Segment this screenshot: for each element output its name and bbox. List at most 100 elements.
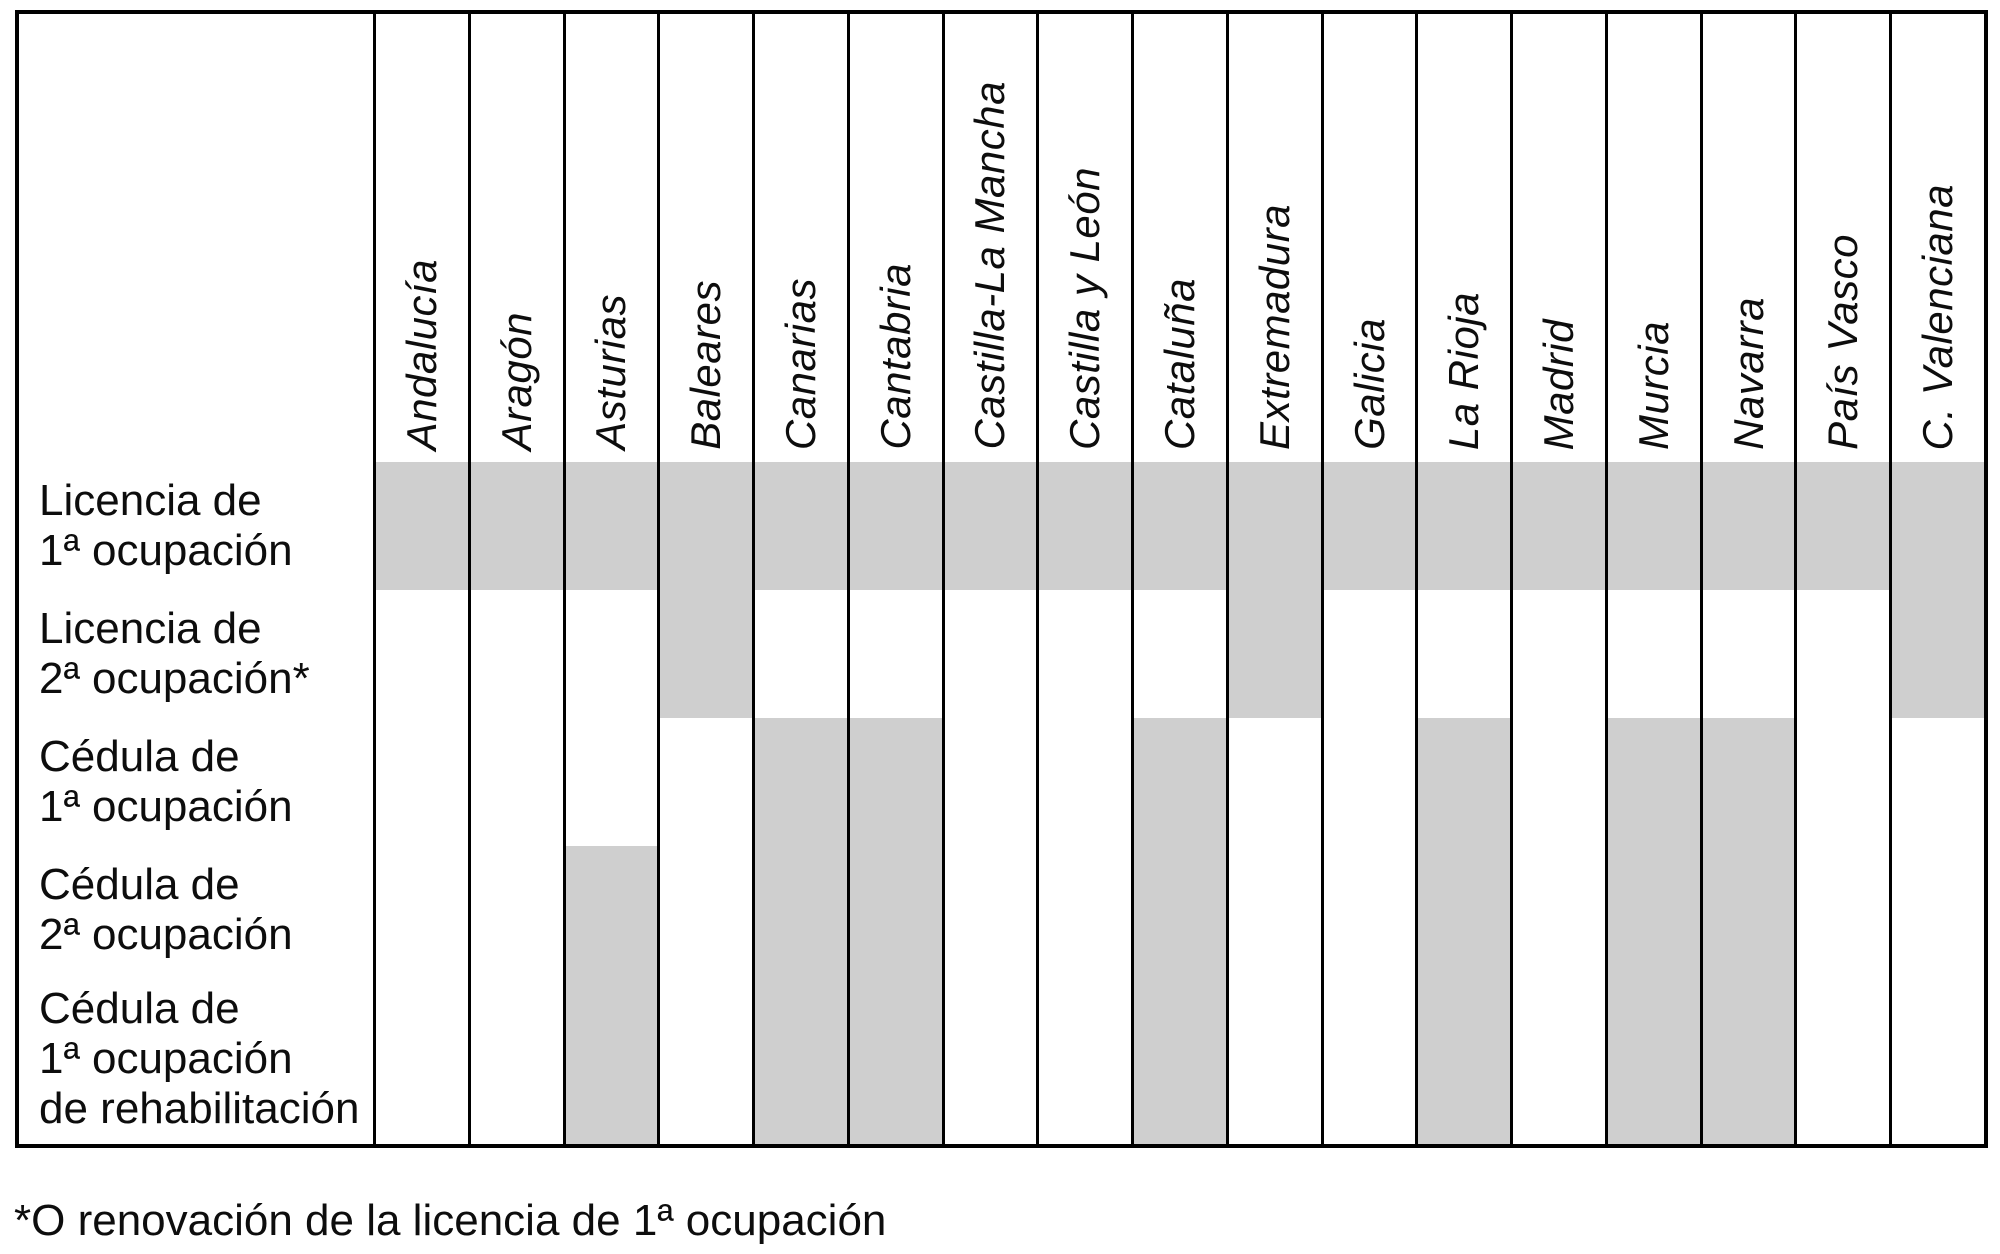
matrix-cell [941, 846, 1037, 974]
matrix-cell [467, 846, 563, 974]
matrix-cell [1131, 590, 1226, 718]
row-label-4: Cédula de 2ª ocupación [19, 846, 373, 974]
matrix-cell-shaded [1415, 846, 1511, 974]
matrix-cell-shaded [562, 462, 658, 590]
matrix-cell-shaded [1036, 462, 1132, 590]
column-header-label: Navarra [1724, 297, 1772, 450]
matrix-cell-shaded [846, 974, 942, 1144]
column-header-label: Murcia [1629, 320, 1677, 450]
matrix-cell [1320, 590, 1416, 718]
matrix-cell [1794, 718, 1889, 846]
matrix-cell-shaded [1320, 462, 1416, 590]
matrix-cell-shaded [1415, 462, 1511, 590]
row-label-3: Cédula de 1ª ocupación [19, 718, 373, 846]
column-header-label: C. Valenciana [1914, 183, 1962, 450]
matrix-cell [1415, 590, 1510, 718]
matrix-cell [562, 590, 658, 718]
matrix-cell [657, 974, 752, 1144]
column-header-9: Cataluña [1131, 14, 1226, 462]
corner-cell [19, 14, 373, 462]
column-header-11: Galicia [1320, 14, 1416, 462]
matrix-cell-shaded [1889, 590, 1984, 718]
matrix-cell-shaded [846, 462, 942, 590]
matrix-cell [1794, 846, 1889, 974]
matrix-cell [467, 974, 563, 1144]
column-header-label: Baleares [682, 280, 730, 450]
column-header-label: Aragón [492, 311, 540, 450]
matrix-cell-shaded [1131, 462, 1226, 590]
matrix-cell-shaded [1415, 974, 1511, 1144]
matrix-cell [1889, 846, 1984, 974]
row-label-line: 1ª ocupación [39, 1033, 293, 1083]
matrix-cell-shaded [1699, 462, 1795, 590]
matrix-cell-shaded [373, 462, 468, 590]
column-header-16: País Vasco [1794, 14, 1889, 462]
row-label-line: Licencia de [39, 475, 262, 525]
row-label-1: Licencia de 1ª ocupación [19, 462, 373, 590]
column-header-label: Madrid [1535, 318, 1583, 450]
row-label-5: Cédula de 1ª ocupación de rehabilitación [19, 974, 373, 1144]
row-label-line: Cédula de [39, 731, 240, 781]
matrix-cell [467, 718, 563, 846]
matrix-cell [1320, 718, 1416, 846]
column-header-label: Galicia [1345, 318, 1393, 450]
row-label-line: Licencia de [39, 603, 262, 653]
matrix-cell [657, 846, 752, 974]
matrix-cell-shaded [1131, 718, 1226, 846]
matrix-cell [1510, 590, 1605, 718]
matrix-cell [1510, 846, 1605, 974]
matrix-cell [1510, 974, 1605, 1144]
matrix-cell [373, 974, 468, 1144]
column-header-12: La Rioja [1415, 14, 1510, 462]
matrix-cell-shaded [752, 462, 847, 590]
column-header-1: Andalucía [373, 14, 468, 462]
matrix-cell-shaded [1699, 718, 1795, 846]
matrix-cell [373, 718, 468, 846]
matrix-cell-shaded [846, 718, 942, 846]
column-header-label: Cantabria [871, 263, 919, 450]
matrix-cell-shaded [657, 590, 753, 718]
license-requirements-matrix: Andalucía Aragón Asturias Baleares Canarias C… [15, 10, 1988, 1148]
matrix-cell-shaded [1699, 974, 1795, 1144]
matrix-cell-shaded [467, 462, 563, 590]
column-header-label: País Vasco [1819, 234, 1867, 450]
matrix-cell-shaded [1794, 462, 1890, 590]
column-header-label: Extremadura [1250, 204, 1298, 450]
matrix-cell-shaded [1604, 846, 1700, 974]
column-header-15: Navarra [1699, 14, 1795, 462]
matrix-cell-shaded [1131, 846, 1226, 974]
matrix-cell [1794, 590, 1889, 718]
column-header-4: Baleares [657, 14, 752, 462]
column-header-5: Canarias [752, 14, 847, 462]
column-header-label: Asturias [587, 294, 635, 450]
column-header-label: Castilla y León [1061, 167, 1109, 450]
row-label-line: 1ª ocupación [39, 782, 293, 831]
matrix-cell [1794, 974, 1889, 1144]
column-header-label: La Rioja [1440, 291, 1488, 450]
matrix-cell [562, 718, 658, 846]
matrix-cell [1510, 718, 1605, 846]
column-header-label: Castilla-La Mancha [966, 81, 1014, 450]
column-header-3: Asturias [562, 14, 658, 462]
matrix-cell [1320, 974, 1416, 1144]
row-label-line: Cédula de [39, 983, 240, 1033]
matrix-cell-shaded [846, 846, 942, 974]
matrix-cell [1889, 974, 1984, 1144]
matrix-cell [657, 718, 752, 846]
matrix-cell-shaded [562, 974, 658, 1144]
row-label-line: 1ª ocupación [39, 526, 293, 575]
matrix-cell [1225, 846, 1321, 974]
matrix-cell [752, 590, 847, 718]
matrix-cell [1889, 718, 1984, 846]
matrix-cell-shaded [1604, 718, 1700, 846]
matrix-cell [941, 718, 1037, 846]
matrix-cell [1036, 718, 1131, 846]
matrix-cell [373, 590, 468, 718]
matrix-cell-shaded [1889, 462, 1984, 590]
column-header-label: Canarias [776, 277, 824, 450]
matrix-cell-shaded [752, 974, 847, 1144]
column-header-13: Madrid [1510, 14, 1605, 462]
column-header-label: Cataluña [1155, 277, 1203, 450]
matrix-cell [467, 590, 563, 718]
matrix-cell [1604, 590, 1700, 718]
